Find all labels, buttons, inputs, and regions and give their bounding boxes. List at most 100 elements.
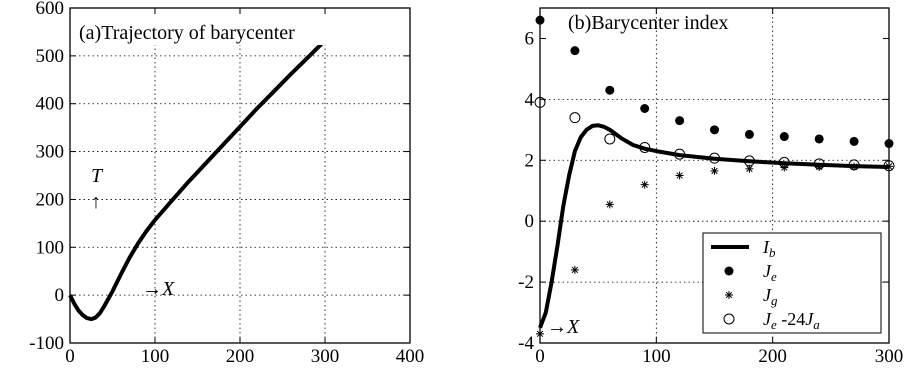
x-tick-label: 300 bbox=[875, 346, 904, 367]
x-tick-label: 200 bbox=[758, 346, 787, 367]
je-point bbox=[710, 125, 719, 135]
legend-je-24ja-swatch bbox=[723, 313, 735, 325]
legend-label: Ib bbox=[762, 237, 776, 260]
panel-b-x-note: →X bbox=[547, 316, 580, 338]
je-point bbox=[884, 139, 894, 149]
legend-label-symbol: I bbox=[762, 237, 770, 257]
je-point bbox=[535, 15, 545, 25]
y-tick-label: 6 bbox=[525, 28, 535, 49]
panel-b-ticks: 0 100 200 300 -4 -2 0 2 4 6 bbox=[518, 8, 903, 367]
panel-a-title: (a)Trajectory of barycenter bbox=[79, 22, 295, 44]
legend-label-sub: e bbox=[771, 317, 777, 332]
je-point bbox=[570, 46, 580, 56]
jg-point-stroke bbox=[641, 181, 648, 188]
jg-point bbox=[640, 180, 649, 189]
legend-label-sub2: a bbox=[813, 317, 820, 332]
legend-label-symbol: J bbox=[763, 261, 772, 281]
panel-a-series bbox=[68, 39, 327, 322]
jg-point bbox=[745, 164, 754, 173]
je-24ja-point bbox=[639, 141, 651, 153]
je-24ja-point bbox=[674, 148, 686, 160]
y-tick-label: -2 bbox=[518, 272, 534, 293]
jg-point bbox=[675, 171, 684, 180]
legend-label-rest: -24 bbox=[777, 309, 806, 329]
x-tick-label: 0 bbox=[65, 346, 75, 367]
y-tick-label: 4 bbox=[525, 89, 535, 110]
panel-a-x-note: →X bbox=[142, 278, 175, 300]
panel-a-y-note-arrow: ↑ bbox=[91, 191, 101, 213]
y-tick-label: 200 bbox=[36, 189, 65, 210]
jg-point-stroke bbox=[746, 165, 753, 172]
panel-b-series bbox=[534, 15, 895, 338]
je-24ja-point bbox=[709, 152, 720, 164]
jg-point bbox=[570, 265, 579, 274]
legend-jg-swatch bbox=[725, 291, 733, 299]
jg-point bbox=[885, 162, 893, 171]
y-tick-label: 600 bbox=[36, 0, 65, 19]
legend-label-symbol: J bbox=[763, 285, 772, 305]
jg-point-stroke bbox=[885, 163, 893, 170]
je-24ja-point bbox=[604, 133, 616, 145]
x-tick-label: 400 bbox=[396, 346, 425, 367]
je-point bbox=[779, 132, 789, 142]
jg-point bbox=[850, 162, 859, 171]
panel-b-title: (b)Barycenter index bbox=[568, 12, 728, 34]
legend-jg-stroke bbox=[725, 291, 733, 299]
jg-point-stroke bbox=[711, 167, 718, 175]
x-tick-label: 0 bbox=[535, 346, 545, 367]
je-point bbox=[849, 136, 859, 146]
y-tick-label: -4 bbox=[518, 333, 534, 354]
jg-point-stroke bbox=[606, 201, 613, 208]
jg-point-stroke bbox=[571, 266, 579, 274]
legend-label-sub: e bbox=[771, 269, 777, 284]
je-point bbox=[640, 104, 650, 113]
legend-je-swatch bbox=[724, 266, 734, 276]
jg-point-stroke bbox=[676, 172, 683, 179]
legend-label: Jg bbox=[763, 285, 778, 308]
y-tick-label: 500 bbox=[36, 46, 65, 67]
legend-label: Je bbox=[763, 261, 777, 284]
legend-label-sub: b bbox=[769, 245, 776, 260]
je-24ja-point bbox=[778, 156, 790, 168]
x-tick-label: 100 bbox=[642, 346, 671, 367]
je-point bbox=[605, 85, 615, 95]
y-tick-label: -100 bbox=[29, 333, 64, 354]
y-tick-label: 0 bbox=[525, 211, 535, 232]
je-24ja-point bbox=[743, 155, 755, 167]
je-24ja-point bbox=[848, 159, 860, 171]
y-tick-label: 100 bbox=[36, 237, 65, 258]
je-24ja-point bbox=[883, 160, 895, 172]
je-point bbox=[814, 134, 824, 144]
je-24ja-point bbox=[534, 96, 546, 108]
x-tick-label: 200 bbox=[226, 346, 255, 367]
y-tick-label: 2 bbox=[525, 150, 535, 171]
panel-b-barycenter-index: 0 100 200 300 -4 -2 0 2 4 6 (b)Barycenter index →… bbox=[518, 7, 903, 367]
y-tick-label: 0 bbox=[55, 285, 65, 306]
legend-label-symbol2: J bbox=[805, 309, 814, 329]
jg-point bbox=[815, 162, 824, 171]
legend-label-symbol: J bbox=[763, 309, 772, 329]
panel-a-title-bg bbox=[76, 17, 386, 45]
legend-label-sub: g bbox=[771, 293, 778, 308]
series-line bbox=[68, 39, 327, 322]
je-point bbox=[744, 129, 754, 139]
panel-a-grid bbox=[70, 8, 410, 343]
panel-a-y-note-symbol: T bbox=[91, 165, 104, 187]
je-24ja-point bbox=[569, 112, 581, 124]
je-point bbox=[675, 116, 685, 126]
jg-point-stroke bbox=[850, 163, 858, 170]
jg-point bbox=[710, 166, 719, 175]
jg-point bbox=[605, 200, 614, 209]
panel-a-y-note: T ↑ bbox=[91, 165, 107, 213]
x-tick-label: 100 bbox=[141, 346, 170, 367]
y-tick-label: 400 bbox=[36, 94, 65, 115]
jg-point-stroke bbox=[536, 330, 544, 338]
x-tick-label: 300 bbox=[311, 346, 340, 367]
panel-b-frame bbox=[539, 7, 890, 344]
y-tick-label: 300 bbox=[36, 142, 65, 163]
jg-point bbox=[536, 329, 544, 338]
series-line bbox=[538, 123, 890, 329]
